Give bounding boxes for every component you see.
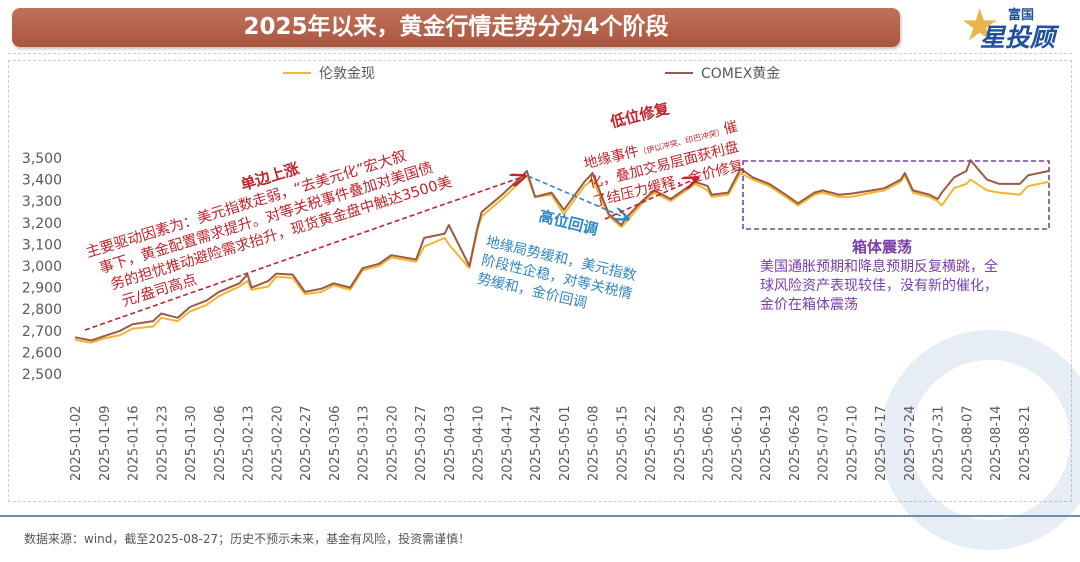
- stage4-line: 球风险资产表现较佳，没有新的催化，: [760, 278, 998, 294]
- logo-big-text: 星投顾: [980, 23, 1056, 52]
- x-tick-label: 2025-04-24: [529, 405, 544, 481]
- x-tick-label: 2025-03-27: [414, 405, 429, 481]
- consolidation-box: [742, 160, 1050, 230]
- x-tick-label: 2025-06-12: [730, 405, 745, 481]
- annotation-arrows: [84, 160, 1050, 331]
- y-tick-label: 3,000: [22, 259, 62, 275]
- y-tick-label: 3,500: [22, 151, 62, 167]
- x-tick-label: 2025-02-20: [270, 405, 285, 481]
- x-tick-label: 2025-04-03: [443, 405, 458, 481]
- data-source-note: 数据来源：wind，截至2025-08-27；历史不预示未来，基金有风险，投资需…: [24, 532, 471, 546]
- y-tick-label: 2,500: [22, 367, 62, 383]
- chart-frame: [8, 60, 1072, 502]
- y-axis: 2,500 2,600 2,700 2,800 2,900 3,000 3,100 3,200…: [22, 151, 62, 383]
- legend-label: 伦敦金现: [319, 66, 375, 82]
- x-tick-label: 2025-05-22: [644, 405, 659, 481]
- page-title: 2025年以来，黄金行情走势分为4个阶段: [12, 8, 900, 47]
- x-tick-label: 2025-01-16: [127, 405, 142, 481]
- brand-logo: ★ 富国 星投顾: [960, 0, 1070, 53]
- stage4-line: 金价在箱体震荡: [760, 297, 858, 313]
- footer-divider: [0, 515, 1080, 517]
- x-tick-label: 2025-07-31: [932, 405, 947, 481]
- x-tick-label: 2025-01-09: [98, 405, 113, 481]
- x-tick-label: 2025-03-06: [328, 405, 343, 481]
- x-tick-label: 2025-06-19: [759, 405, 774, 481]
- series-line-london-spot: [74, 172, 1049, 344]
- x-tick-label: 2025-01-30: [184, 405, 199, 481]
- x-axis: 2025-01-02 2025-01-09 2025-01-16 2025-01-23…: [69, 405, 1033, 481]
- y-tick-label: 2,900: [22, 281, 62, 297]
- x-tick-label: 2025-05-15: [615, 405, 630, 481]
- stage4-title: 箱体震荡: [852, 238, 913, 256]
- y-tick-label: 3,100: [22, 237, 62, 253]
- x-tick-label: 2025-01-23: [155, 405, 170, 481]
- stage4-line: 美国通胀预期和降息预期反复横跳，全: [760, 259, 998, 275]
- x-tick-label: 2025-07-24: [903, 405, 918, 481]
- logo-small-text: 富国: [1008, 8, 1035, 23]
- x-tick-label: 2025-03-13: [357, 405, 372, 481]
- watermark: [880, 330, 1080, 550]
- y-tick-label: 2,600: [22, 345, 62, 361]
- x-tick-label: 2025-08-07: [960, 405, 975, 481]
- x-tick-label: 2025-06-26: [788, 405, 803, 481]
- x-tick-label: 2025-04-10: [472, 405, 487, 481]
- x-tick-label: 2025-07-03: [817, 405, 832, 481]
- x-tick-label: 2025-07-17: [874, 405, 889, 481]
- y-tick-label: 2,800: [22, 302, 62, 318]
- x-tick-label: 2025-05-29: [673, 405, 688, 481]
- x-tick-label: 2025-08-14: [989, 405, 1004, 481]
- x-tick-label: 2025-05-08: [587, 405, 602, 481]
- legend-label: COMEX黄金: [701, 65, 780, 82]
- y-tick-label: 2,700: [22, 324, 62, 340]
- rise-arrow: [84, 176, 525, 331]
- y-tick-label: 3,200: [22, 216, 62, 232]
- x-tick-label: 2025-02-27: [299, 405, 314, 481]
- x-tick-label: 2025-02-13: [242, 405, 257, 481]
- x-tick-label: 2025-08-21: [1018, 405, 1033, 481]
- x-tick-label: 2025-04-17: [500, 405, 515, 481]
- legend: 伦敦金现 COMEX黄金: [283, 65, 780, 82]
- recovery-arrow: [604, 178, 697, 220]
- x-tick-label: 2025-01-02: [69, 405, 84, 481]
- stage4-text: 美国通胀预期和降息预期反复横跳，全 球风险资产表现较佳，没有新的催化， 金价在箱…: [760, 258, 998, 315]
- y-tick-label: 3,300: [22, 194, 62, 210]
- y-tick-label: 3,400: [22, 173, 62, 189]
- star-icon: ★: [960, 0, 1000, 51]
- x-tick-label: 2025-06-05: [702, 405, 717, 481]
- x-tick-label: 2025-07-10: [845, 405, 860, 481]
- divider: [8, 53, 1072, 54]
- x-tick-label: 2025-05-01: [558, 405, 573, 481]
- x-tick-label: 2025-02-06: [213, 405, 228, 481]
- x-tick-label: 2025-03-20: [385, 405, 400, 481]
- pullback-arrow: [527, 175, 628, 219]
